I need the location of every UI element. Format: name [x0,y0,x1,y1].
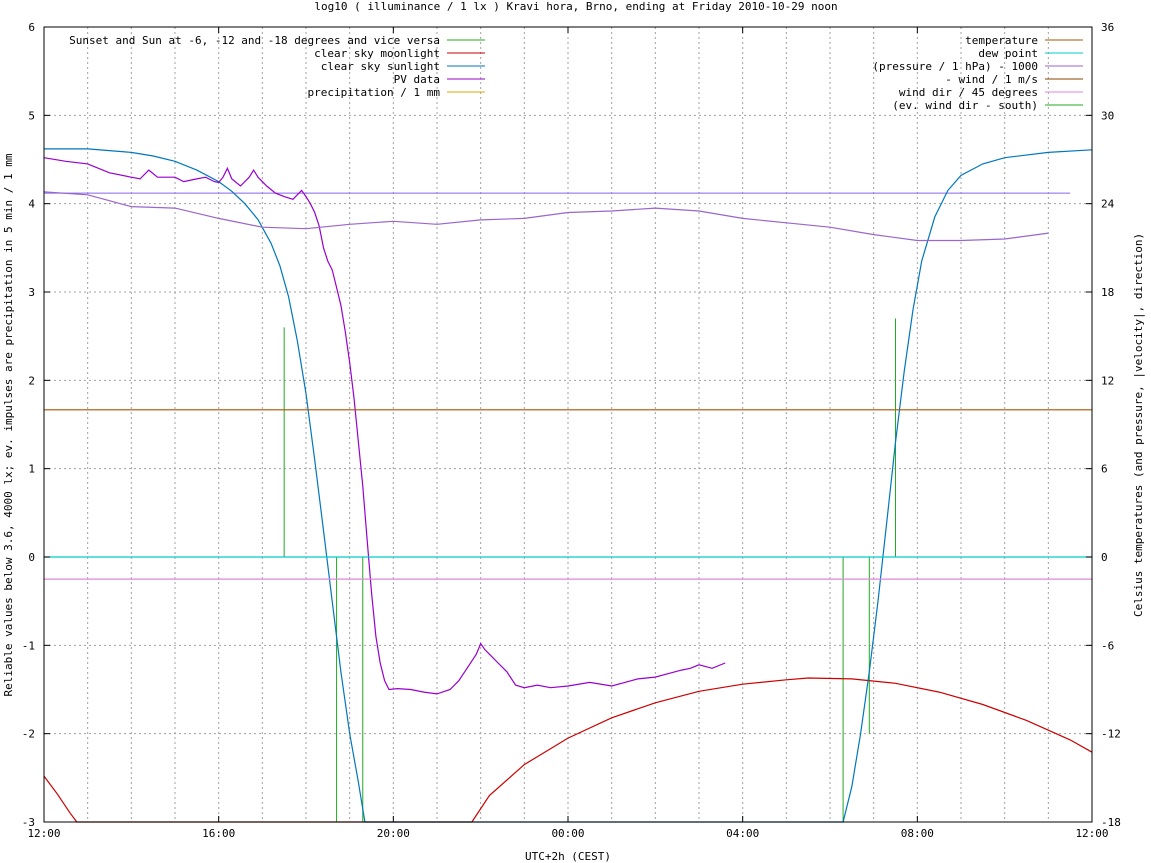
legend-label-clear-sky-sunlight: clear sky sunlight [321,60,440,73]
y-tick-label-right: 24 [1101,198,1115,211]
series-line-pv-data [43,157,726,695]
legend-label-dew-point: dew point [978,47,1038,60]
y-tick-label-left: 4 [28,198,35,211]
y-tick-label-left: 3 [28,286,35,299]
legend-label-pv-data: PV data [394,73,440,86]
y-tick-label-right: 18 [1101,286,1114,299]
series-line-pressure-1-hpa-1000 [43,191,1049,242]
x-tick-label: 20:00 [377,827,410,840]
x-tick-label: 12:00 [27,827,60,840]
series-line-clear-sky-sunlight [44,148,1093,823]
x-tick-label: 08:00 [901,827,934,840]
y-tick-label-left: 2 [28,374,35,387]
legend-label-wind-dir-45-degrees: wind dir / 45 degrees [899,86,1038,99]
y-tick-label-left: 1 [28,463,35,476]
x-tick-label: 16:00 [202,827,235,840]
y-tick-label-right: 6 [1101,463,1108,476]
y-axis-label-right: Celsius temperatures (and pressure, |vel… [1132,233,1145,617]
y-tick-label-right: 30 [1101,109,1114,122]
legend-left: Sunset and Sun at -6, -12 and -18 degree… [69,34,485,99]
legend-label-ev-wind-dir-south: (ev. wind dir - south) [892,99,1038,112]
axis-ticks: 12:00 16:00 20:00 00:00 04:00 08:00 12:00-3-2-… [22,21,1121,840]
legend-label-pressure-1-hpa-1000: (pressure / 1 hPa) - 1000 [872,60,1038,73]
y-tick-label-left: 5 [28,109,35,122]
y-tick-label-left: 6 [28,21,35,34]
y-tick-label-right: 36 [1101,21,1114,34]
x-tick-label: 12:00 [1075,827,1108,840]
y-tick-label-right: -12 [1101,728,1121,741]
legend-label-clear-sky-moonlight: clear sky moonlight [314,47,440,60]
x-axis-label: UTC+2h (CEST) [525,850,611,863]
y-tick-label-left: -3 [22,816,35,829]
y-tick-label-left: -2 [22,728,35,741]
y-axis-label-left: Reliable values below 3.6, 4000 lx; ev. … [2,153,15,696]
x-tick-label: 04:00 [726,827,759,840]
y-tick-label-left: 0 [28,551,35,564]
y-tick-label-right: -6 [1101,639,1114,652]
chart-title: log10 ( illuminance / 1 lx ) Kravi hora,… [314,0,837,13]
x-tick-label: 00:00 [551,827,584,840]
y-tick-label-right: 0 [1101,551,1108,564]
legend-label-temperature: temperature [965,34,1038,47]
legend-label-sunset-and-sun-at-6-12-and-18-degrees-and-vice-versa: Sunset and Sun at -6, -12 and -18 degree… [69,34,440,47]
y-tick-label-right: 12 [1101,374,1114,387]
y-tick-label-right: -18 [1101,816,1121,829]
legend-label-wind-1-m-s: - wind / 1 m/s [945,73,1038,86]
legend-label-precipitation-1-mm: precipitation / 1 mm [308,86,441,99]
y-tick-label-left: -1 [22,639,35,652]
